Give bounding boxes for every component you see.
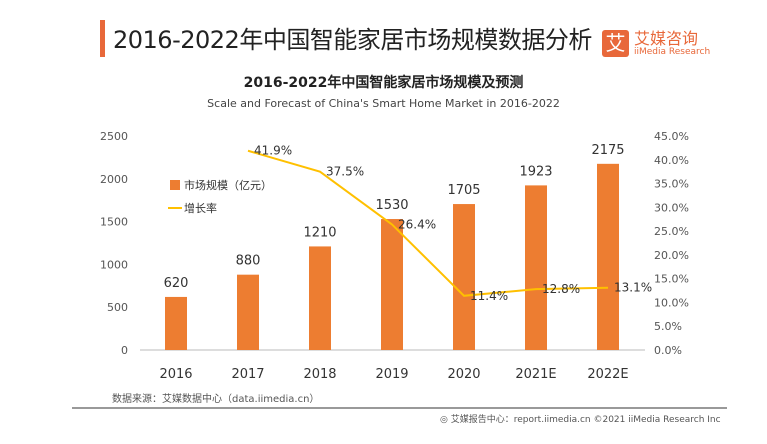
y-left-tick-label: 2500 bbox=[100, 130, 128, 143]
y-right-tick-label: 25.0% bbox=[654, 225, 689, 238]
bar-data-label: 2175 bbox=[591, 143, 624, 158]
bar bbox=[165, 296, 187, 350]
divider bbox=[72, 407, 727, 409]
footer-credit-text: 艾媒报告中心：report.iimedia.cn ©2021 iiMedia R… bbox=[450, 415, 721, 425]
x-tick-label: 2018 bbox=[303, 367, 336, 382]
bar bbox=[381, 219, 403, 350]
y-left-tick-label: 500 bbox=[107, 301, 128, 314]
logo-mark: 艾 bbox=[602, 30, 629, 57]
y-left-tick-label: 1500 bbox=[100, 216, 128, 229]
logo-cn: 艾媒咨询 bbox=[634, 28, 699, 48]
y-left-tick-label: 1000 bbox=[100, 258, 128, 271]
line-data-label: 11.4% bbox=[470, 289, 508, 303]
title-accent-bar bbox=[100, 20, 105, 57]
legend-line-label: 增长率 bbox=[184, 201, 217, 215]
x-tick-label: 2020 bbox=[447, 367, 480, 382]
data-source: 数据来源：艾媒数据中心（data.iimedia.cn） bbox=[112, 394, 320, 405]
chart-title: 2016-2022年中国智能家居市场规模及预测 bbox=[243, 75, 524, 91]
y-right-tick-label: 5.0% bbox=[654, 320, 682, 333]
x-tick-label: 2017 bbox=[231, 367, 264, 382]
y-right-tick-label: 10.0% bbox=[654, 296, 689, 309]
x-tick-label: 2022E bbox=[587, 367, 628, 382]
y-right-tick-label: 35.0% bbox=[654, 178, 689, 191]
bar bbox=[597, 163, 619, 350]
bar-data-label: 1923 bbox=[519, 164, 552, 179]
footer-credit: ◎ 艾媒报告中心：report.iimedia.cn ©2021 iiMedia… bbox=[440, 415, 721, 425]
bar-data-label: 880 bbox=[236, 254, 261, 269]
bar-data-label: 620 bbox=[164, 276, 189, 291]
line-data-label: 12.8% bbox=[542, 282, 580, 296]
y-left-tick-label: 2000 bbox=[100, 173, 128, 186]
x-tick-label: 2019 bbox=[375, 367, 408, 382]
bar bbox=[525, 185, 547, 350]
logo-en: iiMedia Research bbox=[634, 46, 711, 57]
y-right-tick-label: 40.0% bbox=[654, 154, 689, 167]
line-data-label: 37.5% bbox=[326, 165, 364, 179]
bar-data-label: 1530 bbox=[375, 198, 408, 213]
x-tick-label: 2016 bbox=[159, 367, 192, 382]
y-right-tick-label: 15.0% bbox=[654, 273, 689, 286]
x-tick-label: 2021E bbox=[515, 367, 556, 382]
page-title: 2016-2022年中国智能家居市场规模数据分析 bbox=[113, 26, 592, 54]
legend-bar-label: 市场规模（亿元） bbox=[184, 178, 272, 192]
growth-line bbox=[247, 149, 609, 297]
y-left-tick-label: 0 bbox=[121, 344, 128, 357]
line-data-label: 26.4% bbox=[398, 217, 436, 231]
y-right-tick-label: 20.0% bbox=[654, 249, 689, 262]
logo: 艾 艾媒咨询 iiMedia Research bbox=[602, 30, 710, 57]
y-right-tick-label: 30.0% bbox=[654, 201, 689, 214]
line-data-label: 41.9% bbox=[254, 144, 292, 158]
line-data-label: 13.1% bbox=[614, 281, 652, 295]
bar-data-label: 1705 bbox=[447, 183, 480, 198]
chart-subtitle: Scale and Forecast of China's Smart Home… bbox=[207, 97, 560, 110]
bar-data-label: 1210 bbox=[303, 225, 336, 240]
bar bbox=[309, 246, 331, 350]
bar bbox=[453, 204, 475, 350]
y-right-tick-label: 45.0% bbox=[654, 130, 689, 143]
legend-bar-swatch bbox=[170, 180, 180, 190]
y-right-tick-label: 0.0% bbox=[654, 344, 682, 357]
bar bbox=[237, 274, 259, 350]
